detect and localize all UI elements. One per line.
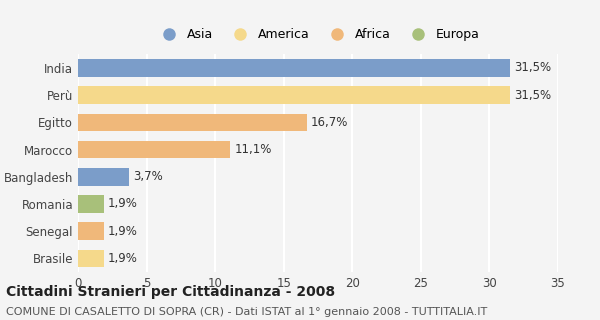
Bar xyxy=(78,250,104,267)
Bar xyxy=(78,168,129,186)
Bar xyxy=(78,222,104,240)
Text: 31,5%: 31,5% xyxy=(514,61,551,75)
Text: 3,7%: 3,7% xyxy=(133,170,163,183)
Text: 1,9%: 1,9% xyxy=(108,197,138,211)
Text: 31,5%: 31,5% xyxy=(514,89,551,102)
Bar xyxy=(78,141,230,158)
Bar xyxy=(78,86,510,104)
Text: 1,9%: 1,9% xyxy=(108,225,138,238)
Text: Cittadini Stranieri per Cittadinanza - 2008: Cittadini Stranieri per Cittadinanza - 2… xyxy=(6,285,335,299)
Bar xyxy=(78,59,510,77)
Text: 16,7%: 16,7% xyxy=(311,116,349,129)
Text: COMUNE DI CASALETTO DI SOPRA (CR) - Dati ISTAT al 1° gennaio 2008 - TUTTITALIA.I: COMUNE DI CASALETTO DI SOPRA (CR) - Dati… xyxy=(6,307,487,317)
Bar xyxy=(78,114,307,131)
Legend: Asia, America, Africa, Europa: Asia, America, Africa, Europa xyxy=(154,26,482,44)
Text: 11,1%: 11,1% xyxy=(235,143,272,156)
Text: 1,9%: 1,9% xyxy=(108,252,138,265)
Bar xyxy=(78,195,104,213)
